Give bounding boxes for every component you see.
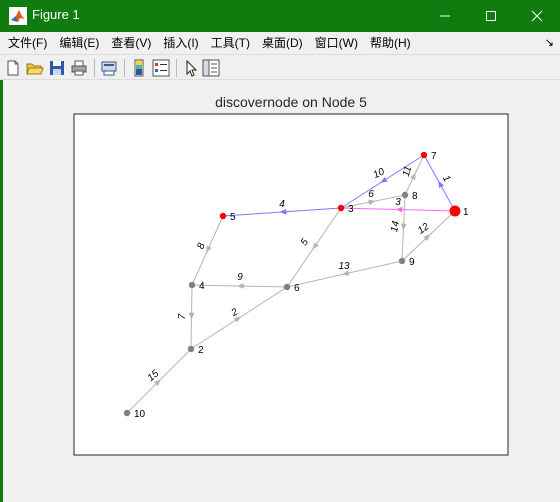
plot-axes <box>73 113 509 456</box>
plot-svg: discovernode on Node 5 1 10 4 3 6 11 14 1 2 5 8 9 13… <box>73 94 509 456</box>
edge-arrow-icon <box>367 199 376 206</box>
close-icon <box>531 10 543 22</box>
edge-label: 5 <box>299 237 311 248</box>
edge-arrow-icon <box>341 270 351 276</box>
graph-node-labels: 1 2 3 4 5 6 7 8 9 10 <box>134 151 469 420</box>
menu-help[interactable]: 帮助(H) <box>369 36 411 50</box>
close-button[interactable] <box>514 0 560 32</box>
edge-label: 13 <box>338 261 350 272</box>
graph-node <box>420 151 428 159</box>
open-file-icon[interactable] <box>26 59 44 77</box>
menu-window[interactable]: 窗口(W) <box>314 36 358 50</box>
new-figure-icon[interactable] <box>4 59 22 77</box>
menu-file[interactable]: 文件(F) <box>8 36 48 50</box>
menu-tools[interactable]: 工具(T) <box>210 36 250 50</box>
edge-arrow-icon <box>206 244 212 253</box>
node-label: 6 <box>294 283 300 294</box>
node-label: 2 <box>198 345 204 356</box>
graph-node <box>188 281 196 289</box>
minimize-icon <box>440 15 450 17</box>
plot-title: discovernode on Node 5 <box>215 94 367 110</box>
window-title: Figure 1 <box>32 7 80 22</box>
graph-node <box>123 409 131 417</box>
property-inspector-icon[interactable] <box>202 59 220 77</box>
edge-label: 2 <box>229 306 241 319</box>
colorbar-icon[interactable] <box>130 59 148 77</box>
graph-nodes <box>123 151 461 417</box>
toolbar-separator <box>176 59 177 77</box>
graph-node <box>283 283 291 291</box>
print-preview-icon[interactable] <box>100 59 118 77</box>
edge-arrow-icon <box>423 234 431 241</box>
maximize-button[interactable] <box>468 0 514 32</box>
menu-desktop[interactable]: 桌面(D) <box>261 36 303 50</box>
edge-arrow-icon <box>153 379 161 387</box>
node-label: 3 <box>348 204 354 215</box>
node-label: 4 <box>199 281 205 292</box>
edge-label: 4 <box>279 199 285 210</box>
edge-label: 6 <box>368 189 374 200</box>
title-bar[interactable]: Figure 1 <box>0 0 560 32</box>
edge-label: 8 <box>196 241 208 250</box>
graph-node <box>398 257 406 265</box>
edge-arrow-icon <box>312 242 319 250</box>
print-icon[interactable] <box>70 59 88 77</box>
edge-label: 11 <box>401 165 414 178</box>
edge-label: 7 <box>177 313 188 320</box>
node-label: 9 <box>409 257 415 268</box>
graph-node <box>337 204 345 212</box>
edge-label: 14 <box>389 220 402 233</box>
menu-view[interactable]: 查看(V) <box>111 36 152 50</box>
graph-edges <box>126 154 456 414</box>
maximize-icon <box>486 11 496 21</box>
dock-arrow-icon[interactable]: ↘ <box>544 37 554 49</box>
edge-arrow-icon <box>233 316 242 323</box>
matlab-icon <box>9 7 27 25</box>
node-label: 7 <box>431 151 437 162</box>
pointer-icon[interactable] <box>182 59 200 77</box>
toolbar-separator <box>124 59 125 77</box>
save-icon[interactable] <box>48 59 66 77</box>
edge-arrow-icon <box>438 180 445 189</box>
graph-node <box>219 212 227 220</box>
menu-edit[interactable]: 编辑(E) <box>59 36 100 50</box>
figure-canvas: discovernode on Node 5 1 10 4 3 6 11 14 1 2 5 8 9 13… <box>0 80 560 502</box>
toolbar-separator <box>94 59 95 77</box>
node-label: 10 <box>134 409 146 420</box>
edge-label: 3 <box>395 197 401 208</box>
node-label: 1 <box>463 207 469 218</box>
edge-label: 10 <box>372 166 387 181</box>
toolbar <box>0 54 560 80</box>
legend-icon[interactable] <box>152 59 170 77</box>
edge-arrow-icon <box>380 176 388 183</box>
graph-node <box>401 191 409 199</box>
edge-arrow-icon <box>410 172 416 181</box>
node-label: 8 <box>412 191 418 202</box>
node-label: 5 <box>230 212 236 223</box>
minimize-button[interactable] <box>422 0 468 32</box>
edge-label: 9 <box>237 272 243 283</box>
menu-bar: 文件(F) 编辑(E) 查看(V) 插入(I) 工具(T) 桌面(D) 窗口(W… <box>0 32 560 54</box>
edge-label: 1 <box>440 174 452 184</box>
menu-insert[interactable]: 插入(I) <box>163 36 199 50</box>
graph-node <box>449 205 461 217</box>
edge-arrow-icon <box>279 208 289 215</box>
graph-node <box>187 345 195 353</box>
